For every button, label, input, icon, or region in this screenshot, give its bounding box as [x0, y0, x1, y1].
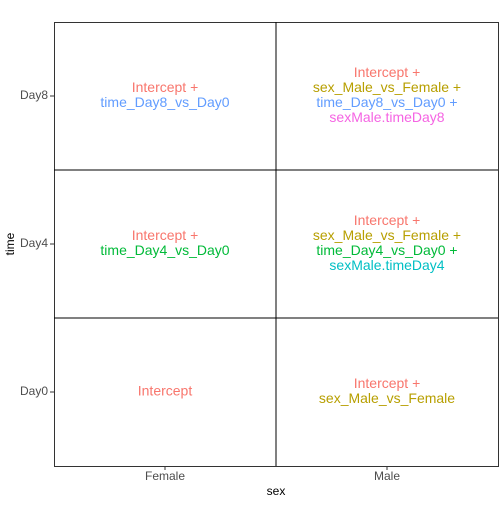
y-tick-label: Day8 [20, 88, 48, 102]
cell-text: Intercept + [354, 212, 421, 228]
cell-text: time_Day4_vs_Day0 + [316, 242, 457, 258]
cell-text: time_Day8_vs_Day0 [100, 94, 229, 110]
cell-text: sexMale.timeDay4 [329, 257, 444, 273]
y-tick-label: Day0 [20, 384, 48, 398]
cell-text: Intercept + [132, 79, 199, 95]
cell-text: time_Day4_vs_Day0 [100, 242, 229, 258]
x-tick-label: Female [145, 469, 185, 483]
cell-text: time_Day8_vs_Day0 + [316, 94, 457, 110]
cell-text: Intercept [138, 383, 193, 399]
y-axis-label: time [3, 232, 17, 255]
cell-text: Intercept + [354, 375, 421, 391]
cell-text: Intercept + [354, 64, 421, 80]
x-tick-label: Male [374, 469, 400, 483]
x-axis-label: sex [267, 484, 286, 498]
y-tick-label: Day4 [20, 236, 48, 250]
cell-text: Intercept + [132, 227, 199, 243]
cell-text: sex_Male_vs_Female + [313, 227, 461, 243]
cell-text: sex_Male_vs_Female + [313, 79, 461, 95]
cell-text: sexMale.timeDay8 [329, 109, 444, 125]
cell-text: sex_Male_vs_Female [319, 390, 455, 406]
